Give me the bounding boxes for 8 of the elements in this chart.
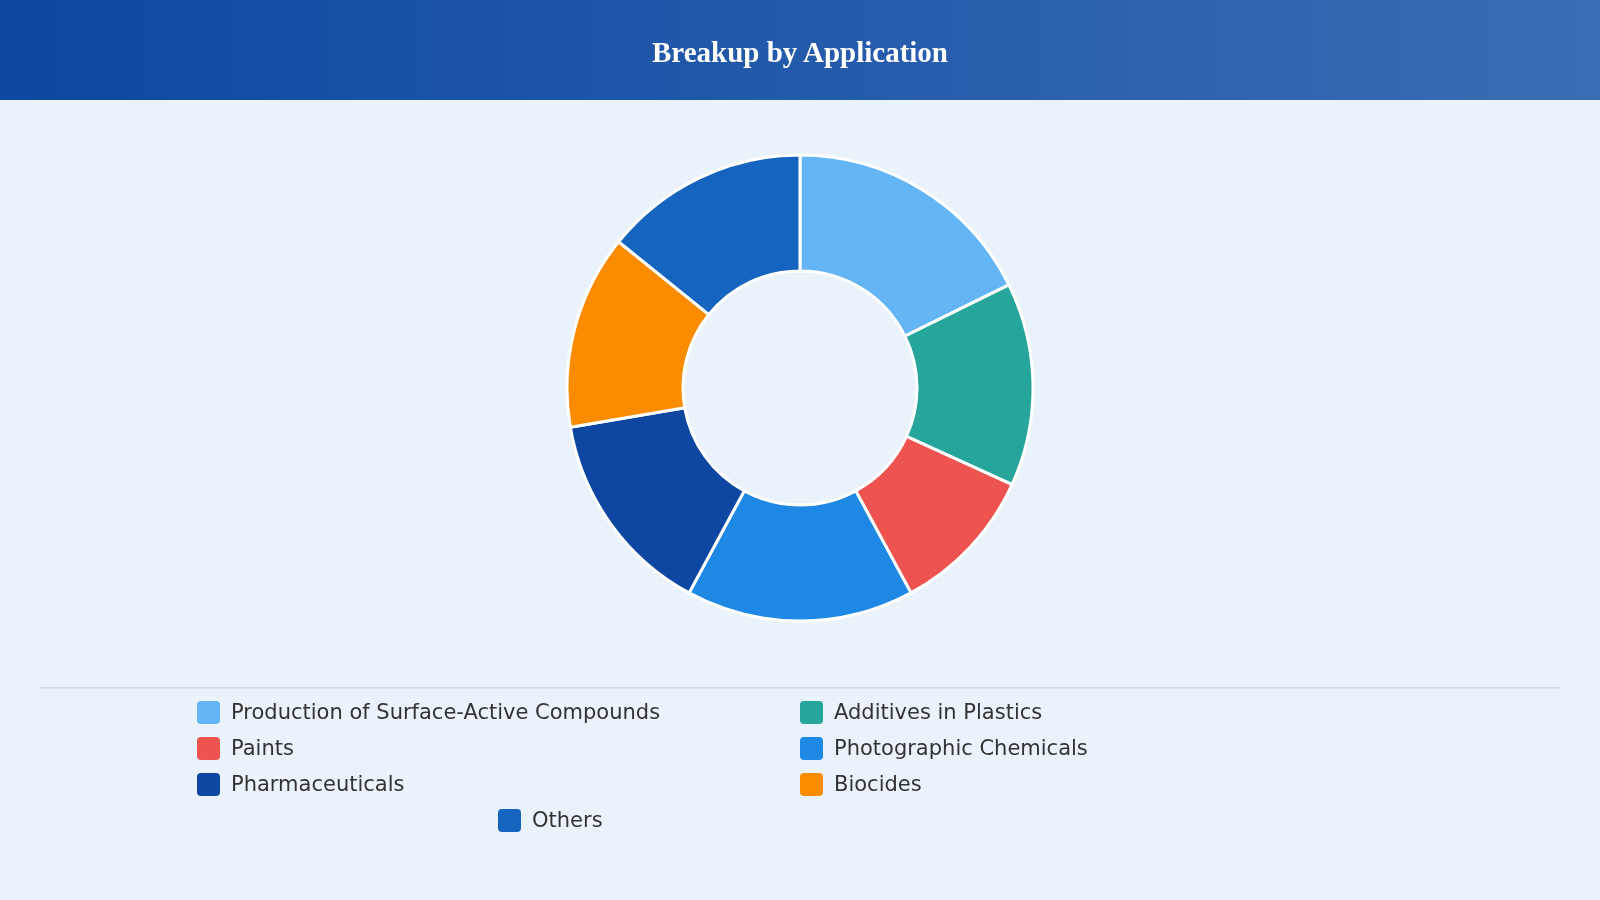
legend-label: Pharmaceuticals xyxy=(231,772,405,796)
legend-label: Biocides xyxy=(834,772,922,796)
legend-label: Others xyxy=(532,808,603,832)
legend-label: Paints xyxy=(231,736,294,760)
chart-title: Breakup by Application xyxy=(651,35,949,68)
legend-label: Production of Surface-Active Compounds xyxy=(231,700,661,724)
legend-label: Additives in Plastics xyxy=(834,700,1043,724)
legend-label: Photographic Chemicals xyxy=(834,736,1088,760)
